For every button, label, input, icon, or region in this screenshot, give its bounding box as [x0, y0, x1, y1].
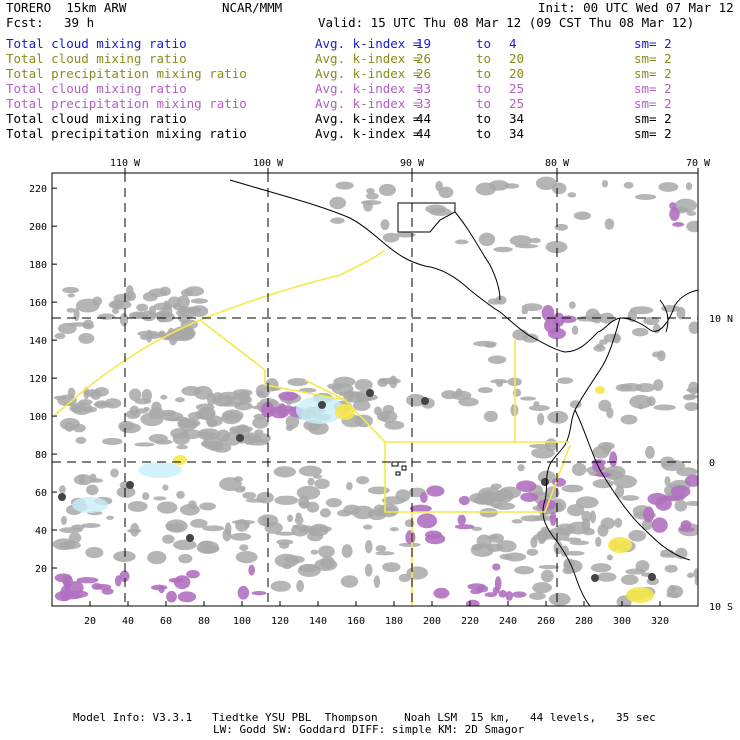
legend-field-name: Total cloud mixing ratio: [6, 36, 187, 51]
legend-k-min: 4: [509, 36, 517, 51]
x-tick-label: 80: [198, 616, 210, 627]
coastline-lines: [229, 179, 698, 606]
legend-k-label: Avg. k-index =: [315, 66, 421, 81]
legend-to: to: [476, 51, 492, 66]
x-tick-label: 200: [423, 616, 441, 627]
legend-k-min: 34: [509, 126, 525, 141]
forecast-label: Fcst:: [6, 15, 44, 30]
x-tick-label: 140: [309, 616, 327, 627]
init-time: Init: 00 UTC Wed 07 Mar 12: [538, 0, 734, 15]
legend-field-name: Total cloud mixing ratio: [6, 81, 187, 96]
longitude-label: 70 W: [686, 158, 711, 169]
legend-smoothing: sm= 2: [634, 36, 672, 51]
legend-to: to: [476, 36, 492, 51]
longitude-label: 90 W: [400, 158, 425, 169]
legend-smoothing: sm= 2: [634, 66, 672, 81]
y-tick-label: 20: [35, 564, 47, 575]
model-info-line1: Model Info: V3.3.1 Tiedtke YSU PBL Thomp…: [73, 711, 656, 724]
y-tick-label: 60: [35, 488, 47, 499]
map-frame: [51, 172, 699, 607]
model-name: TORERO 15km ARW: [6, 0, 127, 15]
legend-row: Total precipitation mixing ratio Avg. k-i…: [6, 96, 734, 111]
legend-field-name: Total cloud mixing ratio: [6, 51, 187, 66]
legend-row: Total cloud mixing ratio Avg. k-index = 26…: [6, 51, 734, 66]
legend-k-min: 25: [509, 81, 525, 96]
legend-k-label: Avg. k-index =: [315, 51, 421, 66]
organization: NCAR/MMM: [222, 0, 283, 15]
x-tick-label: 320: [651, 616, 669, 627]
legend-k-min: 20: [509, 66, 525, 81]
legend-row: Total precipitation mixing ratio Avg. k-i…: [6, 66, 734, 81]
x-tick-label: 280: [575, 616, 593, 627]
legend-to: to: [476, 96, 492, 111]
x-tick-label: 180: [385, 616, 403, 627]
legend-smoothing: sm= 2: [634, 51, 672, 66]
legend-k-max: 33: [416, 96, 432, 111]
y-tick-label: 100: [29, 412, 47, 423]
legend-field-name: Total precipitation mixing ratio: [6, 66, 247, 81]
model-info-line2: LW: Godd SW: Goddard DIFF: simple KM: 2D…: [213, 723, 525, 736]
x-tick-label: 240: [499, 616, 517, 627]
legend-k-label: Avg. k-index =: [315, 81, 421, 96]
x-tick-label: 220: [461, 616, 479, 627]
legend-k-label: Avg. k-index =: [315, 36, 421, 51]
latitude-label: 10 N: [709, 314, 733, 325]
forecast-hours: 39 h: [64, 15, 95, 30]
legend-to: to: [476, 111, 492, 126]
legend-k-label: Avg. k-index =: [315, 126, 421, 141]
x-tick-label: 260: [537, 616, 555, 627]
legend-to: to: [476, 81, 492, 96]
legend-k-max: 44: [416, 126, 432, 141]
latitude-label: 0: [709, 458, 715, 469]
legend-k-max: 26: [416, 66, 432, 81]
legend-k-label: Avg. k-index =: [315, 111, 421, 126]
x-tick-label: 20: [84, 616, 96, 627]
legend-k-label: Avg. k-index =: [315, 96, 421, 111]
y-tick-label: 180: [29, 260, 47, 271]
legend-to: to: [476, 66, 492, 81]
legend-k-max: 33: [416, 81, 432, 96]
legend-row: Total cloud mixing ratio Avg. k-index = 33…: [6, 81, 734, 96]
valid-time: Valid: 15 UTC Thu 08 Mar 12 (09 CST Thu …: [318, 15, 695, 30]
legend-k-min: 25: [509, 96, 525, 111]
y-tick-label: 80: [35, 450, 47, 461]
x-tick-label: 100: [233, 616, 251, 627]
legend-k-max: 19: [416, 36, 432, 51]
legend-smoothing: sm= 2: [634, 96, 672, 111]
latitude-label: 10 S: [709, 602, 733, 613]
longitude-label: 80 W: [545, 158, 570, 169]
x-tick-label: 40: [122, 616, 134, 627]
legend-field-name: Total precipitation mixing ratio: [6, 126, 247, 141]
x-tick-label: 120: [271, 616, 289, 627]
x-tick-label: 60: [160, 616, 172, 627]
legend-row: Total precipitation mixing ratio Avg. k-i…: [6, 126, 734, 141]
y-tick-label: 200: [29, 222, 47, 233]
legend-row: Total cloud mixing ratio Avg. k-index = 44…: [6, 111, 734, 126]
x-tick-label: 160: [347, 616, 365, 627]
graticule: [52, 173, 698, 606]
legend-k-max: 26: [416, 51, 432, 66]
longitude-label: 100 W: [253, 158, 284, 169]
y-tick-label: 160: [29, 298, 47, 309]
legend-k-min: 34: [509, 111, 525, 126]
y-tick-label: 140: [29, 336, 47, 347]
legend-smoothing: sm= 2: [634, 111, 672, 126]
y-tick-label: 220: [29, 184, 47, 195]
legend-row: Total cloud mixing ratio Avg. k-index = 19…: [6, 36, 734, 51]
legend-field-name: Total cloud mixing ratio: [6, 111, 187, 126]
legend-smoothing: sm= 2: [634, 81, 672, 96]
y-tick-label: 120: [29, 374, 47, 385]
legend-to: to: [476, 126, 492, 141]
x-tick-label: 300: [613, 616, 631, 627]
longitude-label: 110 W: [110, 158, 141, 169]
legend-k-max: 44: [416, 111, 432, 126]
legend-smoothing: sm= 2: [634, 126, 672, 141]
legend-k-min: 20: [509, 51, 525, 66]
legend-field-name: Total precipitation mixing ratio: [6, 96, 247, 111]
y-tick-label: 40: [35, 526, 47, 537]
map-field-layer: [52, 173, 698, 606]
